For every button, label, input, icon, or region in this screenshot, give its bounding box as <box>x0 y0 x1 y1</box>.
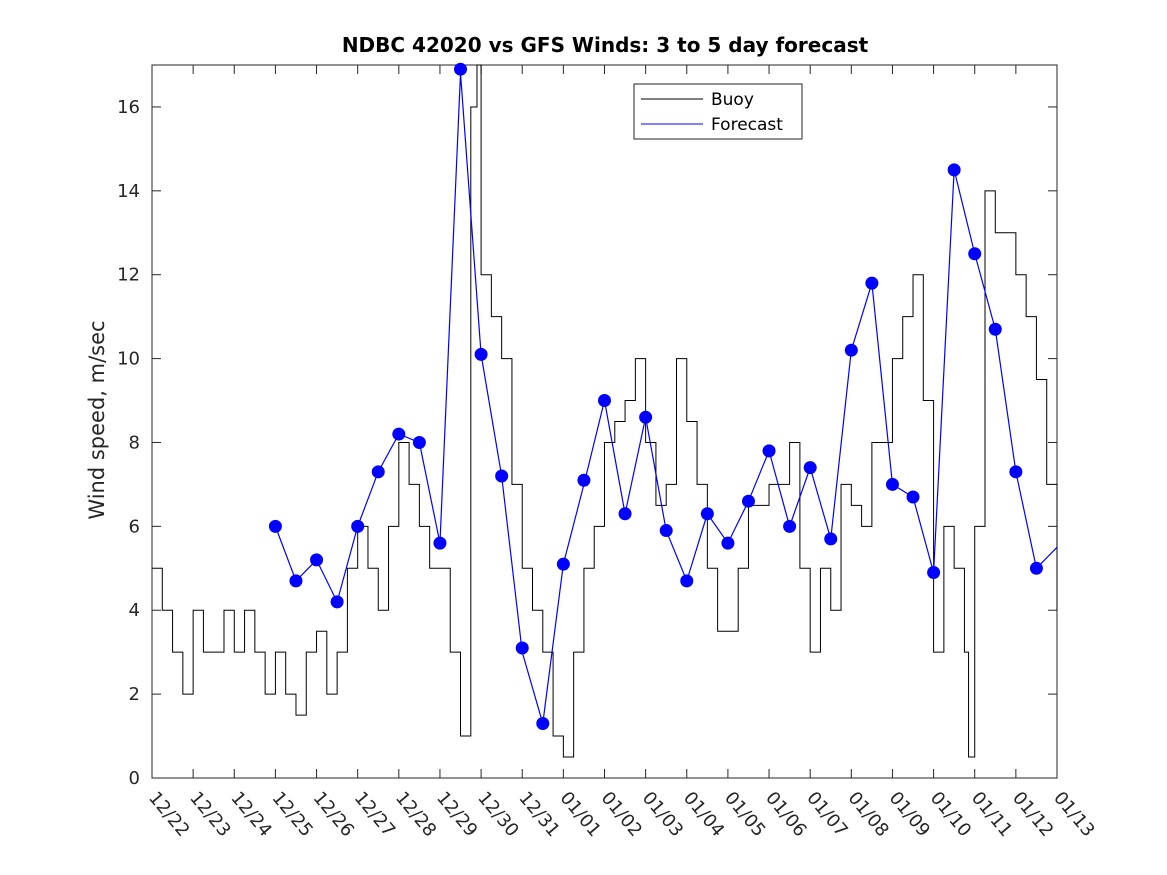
y-axis: 0 2 4 6 8 10 12 14 16 <box>117 97 1057 789</box>
x-tick-label: 01/10 <box>926 788 975 841</box>
x-tick-label: 12/27 <box>350 788 399 841</box>
forecast-marker <box>618 507 632 521</box>
forecast-marker <box>474 347 488 361</box>
forecast-marker <box>268 519 282 533</box>
x-tick-label: 01/09 <box>885 788 934 841</box>
forecast-marker <box>351 519 365 533</box>
forecast-marker <box>412 435 426 449</box>
forecast-marker <box>824 532 838 546</box>
forecast-marker <box>536 716 550 730</box>
forecast-marker <box>1009 465 1023 479</box>
x-tick-label: 01/02 <box>597 788 646 841</box>
forecast-marker <box>330 595 344 609</box>
forecast-marker <box>988 322 1002 336</box>
forecast-marker <box>803 461 817 475</box>
y-tick-label: 0 <box>129 768 140 789</box>
x-tick-label: 01/05 <box>720 788 769 841</box>
chart-title: NDBC 42020 vs GFS Winds: 3 to 5 day fore… <box>342 33 869 57</box>
y-tick-label: 16 <box>117 97 140 118</box>
forecast-marker <box>310 553 324 567</box>
forecast-markers <box>268 62 1043 730</box>
forecast-marker <box>659 524 673 538</box>
y-tick-label: 8 <box>129 432 140 453</box>
forecast-marker <box>515 641 529 655</box>
x-tick-label: 01/04 <box>679 788 728 841</box>
x-tick-label: 01/13 <box>1049 788 1098 841</box>
forecast-marker <box>289 574 303 588</box>
forecast-marker <box>1029 561 1043 575</box>
forecast-marker <box>844 343 858 357</box>
forecast-marker <box>495 469 509 483</box>
x-tick-label: 01/03 <box>638 788 687 841</box>
y-tick-label: 12 <box>117 265 140 286</box>
plot-area <box>151 64 1058 779</box>
x-tick-label: 01/06 <box>761 788 810 841</box>
forecast-marker <box>906 490 920 504</box>
y-tick-label: 4 <box>129 600 140 621</box>
forecast-marker <box>433 536 447 550</box>
forecast-marker <box>927 565 941 579</box>
buoy-line <box>152 64 1058 758</box>
forecast-marker <box>598 394 611 408</box>
forecast-marker <box>371 465 385 479</box>
forecast-marker <box>721 536 735 550</box>
x-tick-label: 01/12 <box>1008 788 1057 841</box>
x-tick-label: 01/07 <box>802 788 851 841</box>
forecast-marker <box>392 427 406 441</box>
forecast-marker <box>865 276 879 290</box>
forecast-marker <box>454 62 468 76</box>
x-tick-label: 12/24 <box>226 788 275 841</box>
forecast-marker <box>639 410 653 424</box>
x-tick-label: 01/11 <box>967 788 1016 841</box>
y-tick-label: 2 <box>129 684 140 705</box>
legend-box <box>633 83 803 140</box>
y-tick-label: 14 <box>117 181 140 202</box>
forecast-marker <box>700 507 714 521</box>
x-tick-label: 12/23 <box>185 788 234 841</box>
forecast-marker <box>885 477 899 491</box>
series-buoy <box>152 64 1058 758</box>
forecast-marker <box>577 473 591 487</box>
x-tick-label: 12/25 <box>268 788 317 841</box>
legend-buoy-label: Buoy <box>711 90 754 110</box>
x-tick-label: 01/01 <box>556 788 605 841</box>
forecast-marker <box>680 574 694 588</box>
legend-forecast-label: Forecast <box>711 115 783 135</box>
legend: Buoy Forecast <box>633 83 803 140</box>
x-tick-label: 12/22 <box>144 788 193 841</box>
x-tick-label: 12/28 <box>391 788 440 841</box>
forecast-marker <box>741 494 755 508</box>
forecast-marker <box>762 444 776 458</box>
x-tick-label: 12/31 <box>514 788 563 841</box>
x-tick-label: 12/29 <box>432 788 481 841</box>
forecast-marker <box>968 247 982 261</box>
forecast-marker <box>783 519 797 533</box>
x-tick-label: 12/30 <box>473 788 522 841</box>
forecast-marker <box>947 163 961 177</box>
y-tick-label: 6 <box>129 516 140 537</box>
forecast-marker <box>556 557 570 571</box>
x-tick-label: 01/08 <box>843 788 892 841</box>
y-axis-label: Wind speed, m/sec <box>85 320 109 519</box>
y-tick-label: 10 <box>117 349 140 370</box>
x-tick-label: 12/26 <box>309 788 358 841</box>
